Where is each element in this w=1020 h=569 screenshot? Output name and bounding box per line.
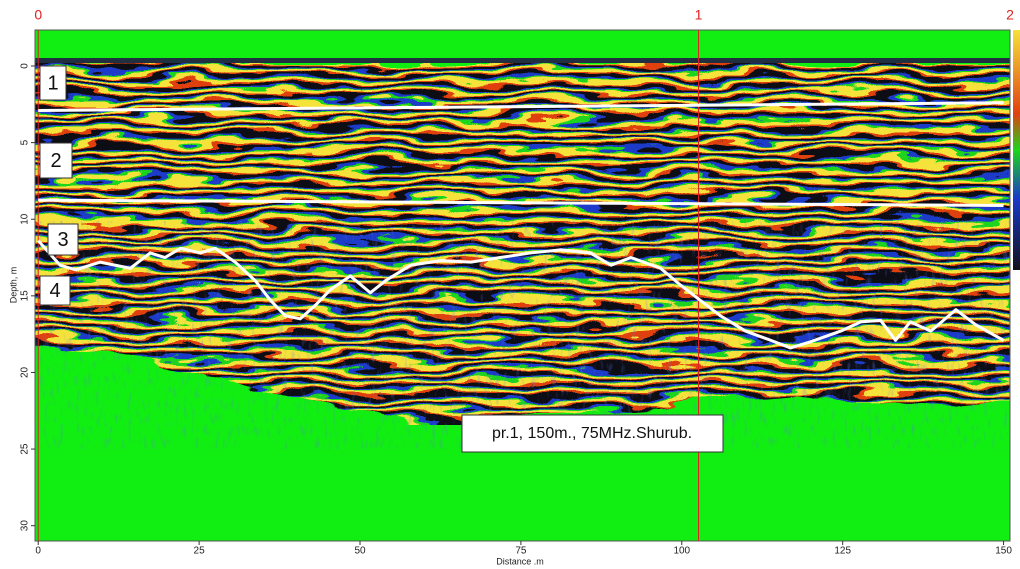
- y-tick-label: 10: [20, 213, 31, 225]
- layer-label: 4: [49, 280, 60, 302]
- horizon-line: [38, 198, 1004, 207]
- marker-label: 0: [34, 7, 42, 23]
- layer-label-box: [39, 65, 67, 101]
- y-tick-label: 20: [20, 366, 31, 378]
- plot-frame: [34, 29, 1011, 542]
- color-bar: [1013, 30, 1020, 270]
- note: pr.1, 150m., 75MHz.Shurub.: [492, 425, 692, 442]
- x-axis-title: Distance .m: [496, 556, 544, 566]
- radargram: [35, 30, 1010, 541]
- x-tick-label: 50: [354, 546, 366, 557]
- horizon-line: [37, 239, 1005, 350]
- y-tick-label: 0: [20, 63, 31, 69]
- layer-label: 1: [47, 72, 58, 94]
- layer-label: 3: [57, 229, 68, 251]
- y-tick-label: 30: [20, 520, 31, 532]
- x-tick-label: 125: [834, 546, 851, 557]
- y-axis-title: Depth, m: [8, 267, 18, 304]
- y-tick-label: 5: [20, 139, 31, 145]
- layer-label-box: [39, 275, 71, 306]
- layer-label-box: [39, 142, 73, 179]
- y-tick-label: 15: [20, 290, 31, 302]
- x-tick-label: 0: [35, 546, 41, 557]
- layer-label: 2: [50, 150, 61, 172]
- marker-label: 1: [695, 7, 703, 23]
- y-tick-label: 25: [20, 443, 31, 455]
- layer-label-box: [47, 223, 79, 256]
- x-tick-label: 100: [673, 546, 690, 557]
- x-tick-label: 150: [995, 546, 1012, 557]
- marker-label: 2: [1006, 7, 1014, 23]
- note-box: [461, 414, 724, 453]
- horizon-line: [38, 101, 1004, 112]
- x-tick-label: 25: [194, 546, 206, 557]
- x-tick-label: 75: [515, 546, 527, 557]
